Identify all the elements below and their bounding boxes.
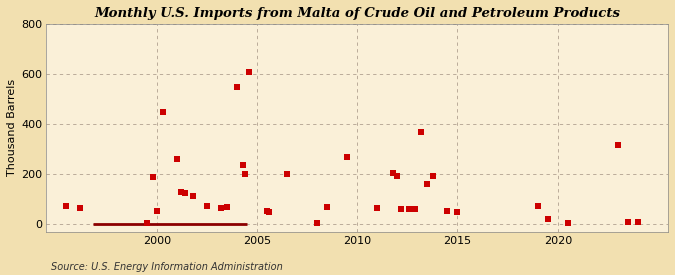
Point	[396, 207, 407, 211]
Point	[410, 207, 421, 211]
Point	[75, 206, 86, 210]
Y-axis label: Thousand Barrels: Thousand Barrels	[7, 79, 17, 177]
Point	[612, 143, 623, 148]
Point	[240, 172, 250, 177]
Point	[542, 217, 553, 222]
Point	[147, 175, 158, 179]
Point	[262, 208, 273, 213]
Point	[238, 163, 248, 168]
Title: Monthly U.S. Imports from Malta of Crude Oil and Petroleum Products: Monthly U.S. Imports from Malta of Crude…	[95, 7, 620, 20]
Point	[201, 204, 212, 208]
Point	[171, 157, 182, 161]
Point	[562, 221, 573, 225]
Point	[215, 206, 226, 210]
Point	[281, 172, 292, 177]
Point	[632, 220, 643, 224]
Point	[61, 204, 72, 208]
Point	[428, 173, 439, 178]
Point	[392, 173, 403, 178]
Point	[322, 205, 333, 209]
Point	[232, 84, 242, 89]
Text: Source: U.S. Energy Information Administration: Source: U.S. Energy Information Administ…	[51, 262, 282, 272]
Point	[372, 206, 383, 210]
Point	[312, 221, 323, 225]
Point	[244, 69, 254, 74]
Point	[416, 130, 427, 134]
Point	[180, 191, 190, 195]
Point	[342, 155, 352, 159]
Point	[622, 220, 633, 224]
Point	[404, 207, 414, 211]
Point	[141, 221, 152, 225]
Point	[422, 182, 433, 186]
Point	[264, 210, 275, 214]
Point	[388, 171, 399, 175]
Point	[533, 204, 543, 208]
Point	[176, 189, 186, 194]
Point	[151, 208, 162, 213]
Point	[157, 109, 168, 114]
Point	[188, 193, 198, 198]
Point	[452, 210, 463, 214]
Point	[442, 208, 453, 213]
Point	[221, 205, 232, 209]
